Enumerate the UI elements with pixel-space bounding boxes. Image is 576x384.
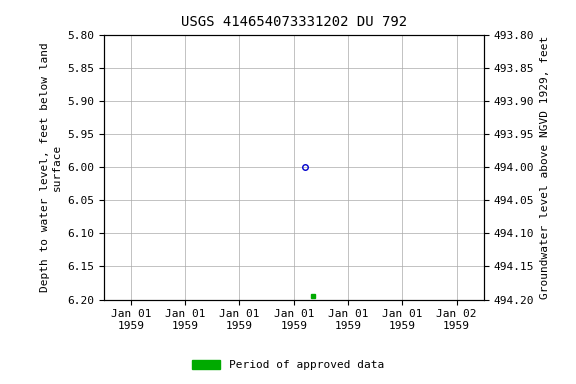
Y-axis label: Depth to water level, feet below land
surface: Depth to water level, feet below land su… [40,42,62,292]
Title: USGS 414654073331202 DU 792: USGS 414654073331202 DU 792 [181,15,407,29]
Legend: Period of approved data: Period of approved data [188,355,388,375]
Y-axis label: Groundwater level above NGVD 1929, feet: Groundwater level above NGVD 1929, feet [540,35,550,299]
